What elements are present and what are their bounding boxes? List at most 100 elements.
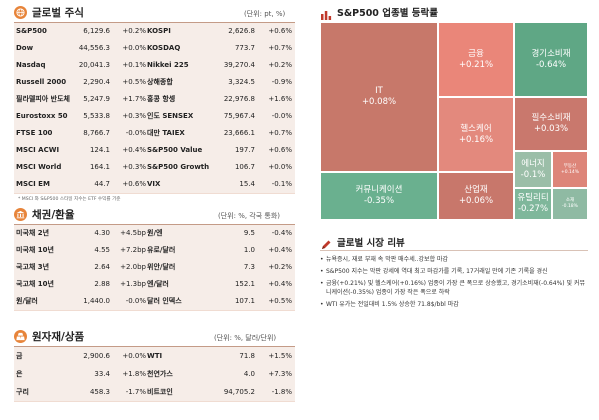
instrument-change: +0.6% — [268, 146, 292, 154]
instrument-value: 2.64 — [94, 263, 110, 271]
instrument-name: WTI — [147, 352, 163, 360]
bar-chart-icon — [320, 6, 332, 20]
divider — [14, 22, 295, 23]
gold-bars-icon — [14, 329, 27, 343]
global-stocks-unit: (단위: pt, %) — [244, 10, 286, 18]
sector-treemap: IT +0.08% 금융 +0.21% 경기소비재 -0.64% 헬스케어 +0.16% 필수소… — [320, 22, 588, 220]
table-row: Eurostoxx 50 5,533.8 +0.3% 인도 SENSEX 75,967.… — [14, 108, 295, 126]
instrument-change: +7.3% — [268, 370, 292, 378]
instrument-change: -1.7% — [125, 388, 146, 396]
review-item: 금융(+0.21%) 및 헬스케어(+0.16%) 업종이 가장 큰 폭으로 상… — [320, 279, 588, 297]
instrument-value: 6,129.6 — [83, 27, 110, 35]
instrument-name: 미국채 2년 — [16, 229, 50, 237]
commodities-unit: (단위: %, 달러/단위) — [214, 334, 277, 342]
instrument-change: -0.4% — [271, 229, 292, 237]
commodities-title: 원자재/상품 — [32, 330, 85, 343]
sector-change: -0.64% — [535, 59, 567, 70]
instrument-change: +7.2bp — [120, 246, 146, 254]
table-row: 은 33.4 +1.8% 천연가스 4.0 +7.3% — [14, 365, 295, 384]
instrument-name: MSCI EM — [16, 180, 50, 188]
instrument-name: 원/달러 — [16, 297, 38, 305]
instrument-change: +0.5% — [268, 297, 292, 305]
instrument-value: 75,967.4 — [223, 112, 255, 120]
sector-map-header: S&P500 업종별 등락률 — [320, 3, 438, 21]
instrument-value: 8,766.7 — [83, 129, 110, 137]
global-stocks-header: 글로벌 주식 — [14, 3, 84, 21]
instrument-name: 대만 TAIEX — [147, 129, 185, 137]
instrument-value: 5,247.9 — [83, 95, 110, 103]
instrument-value: 2,900.6 — [83, 352, 110, 360]
sector-map-title: S&P500 업종별 등락률 — [337, 8, 438, 19]
instrument-value: 23,666.1 — [223, 129, 255, 137]
instrument-change: +0.4% — [268, 246, 292, 254]
instrument-name: 위안/달러 — [147, 263, 176, 271]
globe-icon — [14, 5, 27, 19]
instrument-value: 7.3 — [243, 263, 255, 271]
instrument-value: 458.3 — [89, 388, 110, 396]
table-row: 원/달러 1,440.0 -0.0% 달러 인덱스 107.1 +0.5% — [14, 293, 295, 311]
instrument-change: +0.2% — [268, 61, 292, 69]
sector-tile: 경기소비재 -0.64% — [514, 22, 588, 97]
instrument-value: 5,533.8 — [83, 112, 110, 120]
instrument-name: 필라델피아 반도체 — [16, 95, 70, 103]
sector-name: 에너지 — [521, 158, 545, 169]
instrument-value: 20,041.3 — [78, 61, 110, 69]
instrument-change: +0.3% — [122, 163, 146, 171]
global-stocks-footnote: * MSCI 와 S&P500 스타일 지수는 ETF 수익률 기준 — [18, 197, 121, 202]
sector-name: 금융 — [468, 48, 484, 59]
sector-tile: 유틸리티 -0.27% — [514, 188, 552, 220]
sector-tile: 소재 -0.18% — [552, 188, 588, 220]
sector-name: 헬스케어 — [460, 123, 492, 134]
instrument-change: +0.3% — [122, 112, 146, 120]
global-stocks-title: 글로벌 주식 — [32, 6, 84, 19]
instrument-change: +0.1% — [122, 61, 146, 69]
instrument-name: 달러 인덱스 — [147, 297, 182, 305]
instrument-name: MSCI World — [16, 163, 62, 171]
table-row: 구리 458.3 -1.7% 비트코인 94,705.2 -1.8% — [14, 383, 295, 402]
instrument-value: 22,976.8 — [223, 95, 255, 103]
sector-change: -0.27% — [517, 204, 549, 214]
commodities-table: 금 2,900.6 +0.0% WTI 71.8 +1.5% 은 33.4 +1.8% 천연가스 4… — [14, 347, 295, 402]
divider — [320, 250, 588, 251]
table-row: 국고채 3년 2.64 +2.0bp 위안/달러 7.3 +0.2% — [14, 259, 295, 277]
review-list-box: 뉴욕증시, 재료 부재 속 막판 매수세..강보합 마감 S&P500 지수는 막… — [320, 255, 588, 373]
instrument-change: +1.3bp — [120, 280, 146, 288]
instrument-name: VIX — [147, 180, 161, 188]
instrument-change: +0.6% — [122, 180, 146, 188]
instrument-value: 33.4 — [94, 370, 110, 378]
instrument-name: MSCI ACWI — [16, 146, 60, 154]
instrument-change: -0.0% — [125, 129, 146, 137]
instrument-name: KOSPI — [147, 27, 171, 35]
table-row: Nasdaq 20,041.3 +0.1% Nikkei 225 39,270.4 +0.… — [14, 57, 295, 75]
sector-name: 소재 — [565, 198, 575, 203]
review-list: 뉴욕증시, 재료 부재 속 막판 매수세..강보합 마감 S&P500 지수는 막… — [320, 255, 588, 309]
table-row: Dow 44,556.3 +0.0% KOSDAQ 773.7 +0.7% — [14, 40, 295, 58]
instrument-value: 106.7 — [234, 163, 255, 171]
instrument-change: -1.8% — [271, 388, 292, 396]
instrument-change: +0.0% — [122, 44, 146, 52]
instrument-value: 3,324.5 — [228, 78, 255, 86]
bonds-fx-title: 채권/환율 — [32, 208, 75, 221]
instrument-value: 152.1 — [234, 280, 255, 288]
sector-change: -0.18% — [562, 204, 578, 209]
instrument-name: 국고채 3년 — [16, 263, 50, 271]
pencil-icon — [320, 236, 332, 249]
instrument-change: +1.6% — [268, 95, 292, 103]
table-row: 필라델피아 반도체 5,247.9 +1.7% 홍콩 항셍 22,976.8 +1.6% — [14, 91, 295, 109]
instrument-value: 44.7 — [94, 180, 110, 188]
table-row: MSCI World 164.1 +0.3% S&P500 Growth 106.7 +0… — [14, 159, 295, 177]
instrument-value: 4.55 — [94, 246, 110, 254]
instrument-value: 71.8 — [239, 352, 255, 360]
instrument-name: 천연가스 — [147, 370, 173, 378]
review-title: 글로벌 시장 리뷰 — [337, 238, 405, 249]
instrument-value: 2.88 — [94, 280, 110, 288]
sector-change: +0.06% — [458, 196, 494, 206]
sector-name: IT — [375, 86, 383, 96]
divider — [14, 346, 295, 347]
sector-name: 커뮤니케이션 — [355, 185, 403, 195]
instrument-value: 4.0 — [243, 370, 255, 378]
divider — [14, 224, 295, 225]
instrument-value: 2,626.8 — [228, 27, 255, 35]
bonds-fx-header: 채권/환율 — [14, 205, 74, 223]
instrument-name: 비트코인 — [147, 388, 173, 396]
